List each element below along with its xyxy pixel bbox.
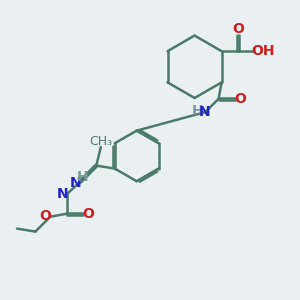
Text: N: N <box>70 176 81 190</box>
Text: H: H <box>192 103 204 118</box>
Text: O: O <box>82 207 94 221</box>
Text: O: O <box>39 209 51 223</box>
Text: O: O <box>232 22 244 37</box>
Text: H: H <box>77 169 89 184</box>
Text: N: N <box>56 188 68 201</box>
Text: O: O <box>234 92 246 106</box>
Text: OH: OH <box>251 44 274 58</box>
Text: N: N <box>199 104 210 118</box>
Text: CH₃: CH₃ <box>89 135 112 148</box>
